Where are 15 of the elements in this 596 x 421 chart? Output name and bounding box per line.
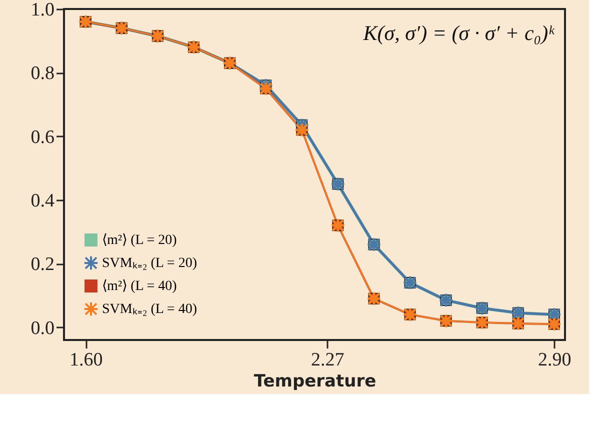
y-tick-label: 0.8 bbox=[30, 63, 54, 84]
annotation: K(σ, σ′) = (σ · σ′ + c₀)ᵏ bbox=[362, 21, 556, 45]
x-axis-title: Temperature bbox=[254, 372, 376, 392]
y-tick-label: 0.0 bbox=[30, 318, 54, 339]
x-tick-label: 1.60 bbox=[70, 350, 103, 370]
legend-label: ⟨m²⟩ (L = 40) bbox=[102, 279, 178, 294]
legend-label: SVMₖ₌₂ (L = 20) bbox=[102, 256, 198, 271]
y-tick-label: 1.0 bbox=[30, 0, 54, 20]
y-tick-label: 0.4 bbox=[30, 190, 55, 212]
x-tick-label: 2.90 bbox=[538, 350, 572, 370]
legend-label: ⟨m²⟩ (L = 20) bbox=[102, 233, 178, 248]
legend-label: SVMₖ₌₂ (L = 40) bbox=[102, 302, 198, 317]
y-tick-label: 0.2 bbox=[30, 254, 54, 276]
x-tick-label: 2.27 bbox=[310, 350, 344, 370]
y-tick-label: 0.6 bbox=[30, 126, 54, 148]
